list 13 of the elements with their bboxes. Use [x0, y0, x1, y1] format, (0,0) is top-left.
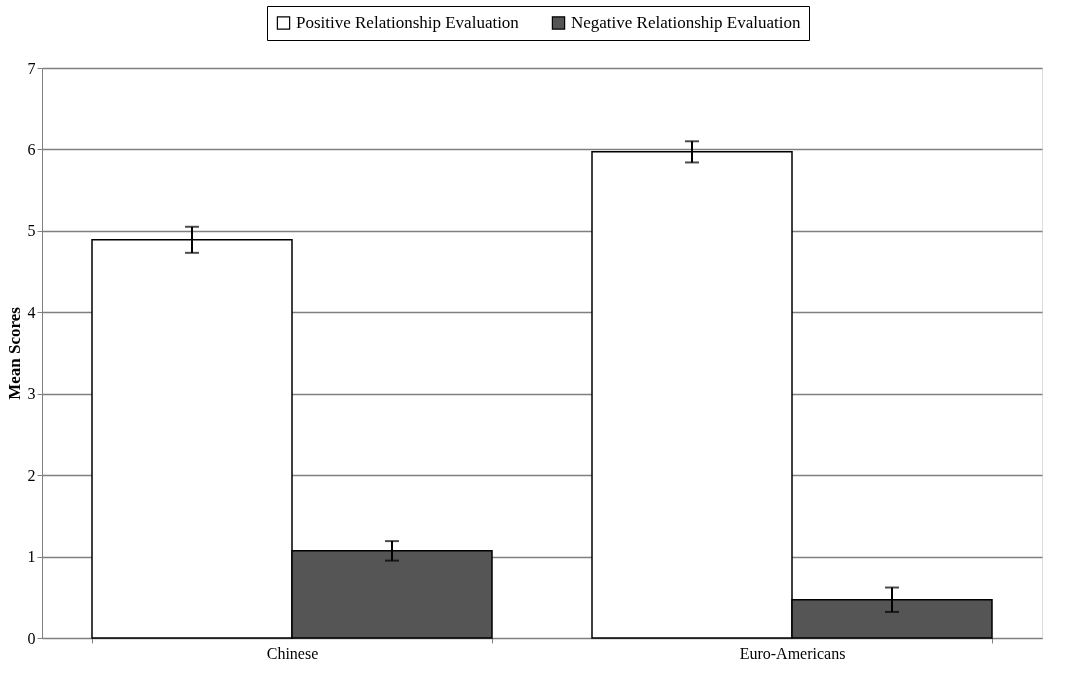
y-tick-label: 0	[27, 629, 36, 647]
x-tick-label: Euro-Americans	[739, 644, 846, 662]
x-tick-label: Chinese	[266, 644, 319, 662]
y-tick-label: 6	[27, 140, 36, 158]
y-tick-label: 4	[27, 303, 36, 321]
y-tick-label: 7	[27, 59, 36, 77]
legend-label: Positive Relationship Evaluation	[296, 12, 520, 32]
legend-label: Negative Relationship Evaluation	[571, 12, 801, 32]
y-tick-label: 3	[27, 385, 36, 403]
y-tick-label: 5	[27, 222, 36, 240]
y-tick-label: 2	[27, 466, 36, 484]
y-axis-title: Mean Scores	[4, 306, 24, 400]
y-tick-label: 1	[27, 548, 36, 566]
